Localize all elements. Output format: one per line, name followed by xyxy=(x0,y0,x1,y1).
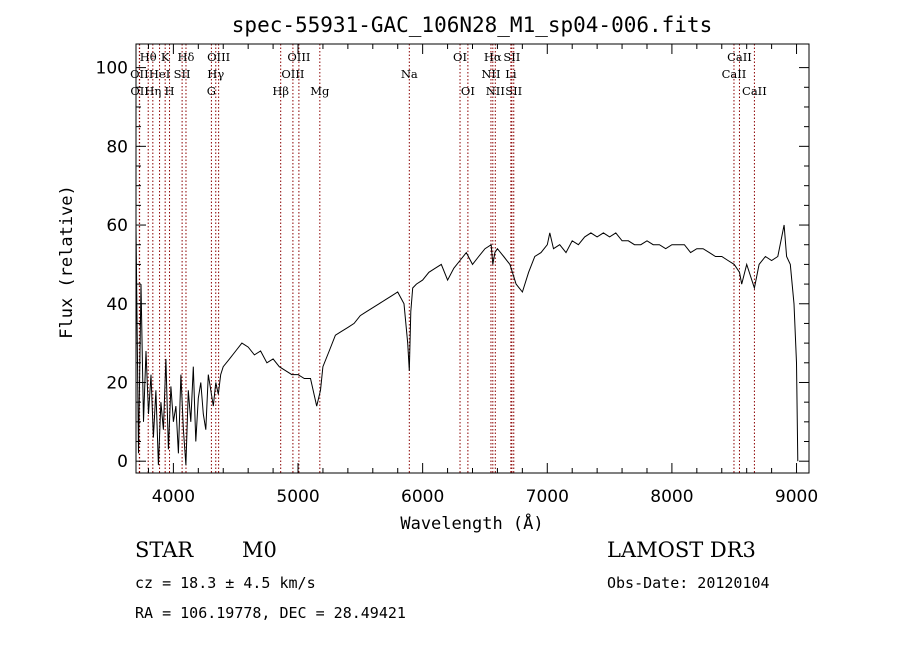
spectral-line-label: SII xyxy=(503,50,520,64)
x-tick-label: 9000 xyxy=(775,487,818,507)
spectral-line-label: SII xyxy=(505,84,522,98)
plot-frame xyxy=(135,43,810,474)
spectral-line-label: OIII xyxy=(207,50,230,64)
spectral-line-label: NII xyxy=(486,84,505,98)
spectral-line-label: OI xyxy=(461,84,475,98)
spectral-line-label: OIII xyxy=(281,67,304,81)
spectral-line-label: SII xyxy=(174,67,191,81)
spectral-line-label: Hδ xyxy=(177,50,194,64)
spectral-line-labels: OII OII Hθ Hη HeI K SII H Hδ G OIII Hγ Hβ OIII OIII Mg N… xyxy=(130,50,767,98)
object-class: STAR xyxy=(135,538,194,562)
spectrum-line xyxy=(135,224,799,466)
y-tick-label: 100 xyxy=(96,59,128,79)
y-tick-label: 80 xyxy=(106,137,128,157)
redshift-cz: cz = 18.3 ± 4.5 km/s xyxy=(135,574,316,592)
spectral-line-label: H xyxy=(165,84,175,98)
y-tick-label: 40 xyxy=(106,295,128,315)
x-tick-label: 8000 xyxy=(650,487,693,507)
coordinates: RA = 106.19778, DEC = 28.49421 xyxy=(135,604,406,622)
spectral-line-label: Hβ xyxy=(272,84,289,98)
x-tick-label: 7000 xyxy=(526,487,569,507)
y-tick-label: 20 xyxy=(106,373,128,393)
spectral-line-label: OI xyxy=(453,50,467,64)
spectral-line-label: K xyxy=(161,50,170,64)
spectral-line-label: Na xyxy=(401,67,418,81)
y-tick-label: 0 xyxy=(117,452,128,472)
survey-name: LAMOST DR3 xyxy=(607,538,756,562)
spectral-lines-layer xyxy=(138,44,755,473)
y-tick-label: 60 xyxy=(106,216,128,236)
spectral-line-label: OII xyxy=(130,67,149,81)
y-axis: 0 20 40 60 80 100 xyxy=(96,59,809,472)
spectral-line-label: HeI xyxy=(149,67,170,81)
spectral-line-label: Hθ xyxy=(140,50,157,64)
y-axis-label: Flux (relative) xyxy=(57,185,77,339)
x-tick-label: 4000 xyxy=(152,487,195,507)
spectral-line-label: Mg xyxy=(310,84,330,98)
x-axis: 4000 5000 6000 7000 8000 9000 xyxy=(147,44,818,507)
x-tick-label: 5000 xyxy=(276,487,319,507)
object-subclass: M0 xyxy=(242,538,277,562)
spectral-line-label: Hη xyxy=(144,84,161,98)
spectral-line-label: CaII xyxy=(722,67,747,81)
x-axis-label: Wavelength (Å) xyxy=(400,512,543,534)
observation-date: Obs-Date: 20120104 xyxy=(607,574,770,592)
spectral-line-label: OIII xyxy=(287,50,310,64)
spectral-line-label: CaII xyxy=(742,84,767,98)
chart-title: spec-55931-GAC_106N28_M1_sp04-006.fits xyxy=(232,13,712,37)
spectral-line-label: Hα xyxy=(484,50,502,64)
spectral-line-label: OII xyxy=(130,84,149,98)
x-tick-label: 6000 xyxy=(401,487,444,507)
spectral-line-label: Hγ xyxy=(207,67,224,81)
spectral-line-label: Li xyxy=(505,67,517,81)
spectral-line-label: CaII xyxy=(727,50,752,64)
spectral-line-label: G xyxy=(207,84,216,98)
spectral-line-label: NII xyxy=(481,67,500,81)
